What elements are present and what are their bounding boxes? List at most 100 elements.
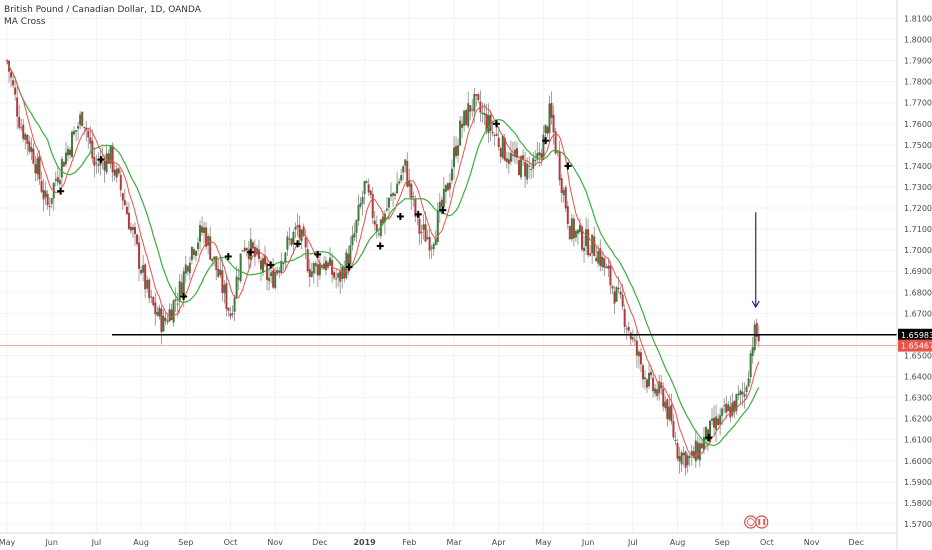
- candle-body: [146, 279, 149, 289]
- candle-body: [215, 256, 218, 271]
- candle-body: [239, 253, 242, 282]
- candle-body: [613, 291, 616, 304]
- candle-body: [377, 233, 380, 235]
- event-icons[interactable]: [744, 515, 769, 529]
- event-icon[interactable]: [744, 515, 758, 529]
- time-axis[interactable]: May Jun Jul Aug Sep Oct Nov Dec 2019 Feb Mar Apr May…: [0, 538, 864, 547]
- candle-body: [318, 262, 321, 276]
- candle-body: [554, 131, 557, 154]
- candle-body: [544, 124, 547, 133]
- candle-body: [560, 178, 563, 193]
- candle-body: [357, 204, 360, 221]
- candle-body: [611, 286, 614, 289]
- candle-body: [186, 266, 189, 272]
- candle-body: [739, 390, 742, 396]
- y-tick-label: 1.62000: [904, 415, 932, 424]
- candle-body: [509, 152, 512, 162]
- candle-body: [178, 281, 181, 302]
- candle-body: [97, 164, 100, 166]
- candle-body: [306, 249, 309, 272]
- candle-body: [233, 297, 236, 312]
- cross-marker-icon: [542, 137, 550, 145]
- candle-body: [670, 404, 673, 422]
- candle-body: [28, 141, 31, 152]
- cross-marker-icon: [439, 206, 447, 214]
- candle-body: [10, 72, 13, 78]
- candle-body: [95, 162, 98, 164]
- candle-body: [329, 257, 332, 266]
- candle-body: [361, 196, 364, 204]
- price-axis[interactable]: 1.81000 1.80000 1.79000 1.78000 1.77000 1.760…: [904, 15, 932, 529]
- candle-body: [347, 253, 350, 266]
- candle-body: [477, 94, 480, 101]
- candle-body: [129, 226, 132, 231]
- candle-body: [229, 313, 232, 317]
- candle-body: [14, 87, 17, 95]
- candle-body: [87, 130, 90, 138]
- y-tick-label: 1.69000: [904, 267, 932, 276]
- x-tick-label: 2019: [353, 538, 376, 547]
- candle-body: [294, 226, 297, 230]
- flag-icon[interactable]: [755, 515, 769, 529]
- candle-body: [38, 156, 41, 180]
- candle-body: [635, 340, 638, 356]
- candle-body: [164, 318, 167, 321]
- candle-body: [532, 157, 535, 169]
- symbol-title[interactable]: British Pound / Canadian Dollar, 1D, OAN…: [4, 5, 201, 15]
- y-tick-label: 1.79000: [904, 57, 932, 66]
- candle-body: [184, 264, 187, 274]
- candle-body: [538, 152, 541, 156]
- candle-body: [270, 272, 273, 277]
- candle-body: [75, 130, 78, 132]
- candle-body: [373, 220, 376, 225]
- cross-marker-icon: [414, 210, 422, 218]
- candle-body: [398, 181, 401, 184]
- candle-body: [501, 135, 504, 159]
- candle-body: [312, 263, 315, 274]
- candle-body: [392, 193, 395, 196]
- candle-body: [558, 151, 561, 181]
- candle-body: [660, 382, 663, 389]
- candle-body: [487, 115, 490, 134]
- candle-body: [684, 451, 687, 468]
- candle-body: [58, 179, 61, 185]
- candle-body: [316, 264, 319, 276]
- price-label: 1.65467: [901, 342, 932, 351]
- candle-body: [148, 279, 151, 299]
- y-tick-label: 1.57000: [904, 520, 932, 529]
- candle-body: [79, 114, 82, 126]
- candle-body: [641, 365, 644, 380]
- indicator-label[interactable]: MA Cross: [4, 17, 46, 27]
- candle-body: [292, 232, 295, 245]
- candle-body: [44, 190, 47, 198]
- candle-body: [369, 190, 372, 195]
- candle-body: [503, 137, 506, 161]
- candle-body: [731, 402, 734, 416]
- candle-body: [465, 110, 468, 125]
- candle-body: [219, 269, 222, 275]
- candle-body: [278, 270, 281, 273]
- candle-body: [274, 271, 277, 288]
- cross-marker-icon: [314, 250, 322, 258]
- candle-body: [166, 320, 169, 323]
- candle-body: [42, 189, 45, 200]
- x-tick-label: Feb: [402, 538, 416, 547]
- candle-body: [203, 227, 206, 233]
- candle-body: [410, 183, 413, 199]
- candle-body: [637, 351, 640, 357]
- candle-body: [745, 386, 748, 393]
- x-tick-label: Jun: [581, 538, 595, 547]
- candle-body: [522, 155, 525, 160]
- candle-body: [170, 309, 173, 321]
- candle-body: [597, 250, 600, 264]
- candle-body: [570, 218, 573, 240]
- candle-body: [595, 257, 598, 262]
- candle-body: [379, 219, 382, 237]
- candle-body: [648, 372, 651, 387]
- candle-body: [18, 117, 21, 128]
- candle-body: [463, 110, 466, 126]
- candle-body: [548, 103, 551, 133]
- cross-marker-icon: [57, 187, 65, 195]
- candle-body: [678, 456, 681, 462]
